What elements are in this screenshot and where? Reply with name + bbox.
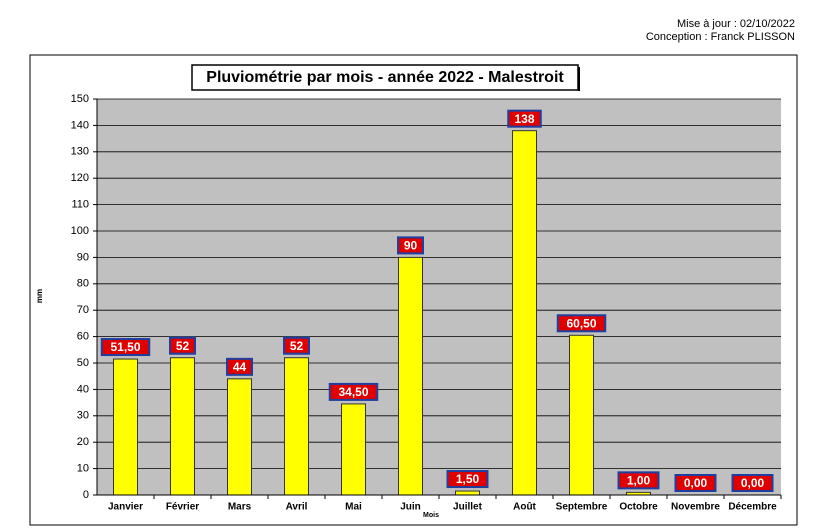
- y-tick-label: 20: [77, 436, 89, 448]
- data-label: 1,00: [627, 474, 651, 488]
- x-tick-label: Mars: [228, 502, 252, 513]
- y-tick-label: 130: [71, 146, 89, 158]
- data-label-box: [169, 336, 196, 355]
- bar: [227, 378, 252, 496]
- bar: [398, 256, 423, 496]
- y-tick-label: 100: [71, 225, 89, 237]
- x-tick-label: Janvier: [108, 502, 143, 513]
- y-tick-label: 150: [71, 93, 89, 105]
- y-tick-label: 30: [77, 410, 89, 422]
- y-tick-label: 140: [71, 119, 89, 131]
- bar: [341, 403, 366, 496]
- x-tick-label: Décembre: [728, 502, 777, 513]
- data-label: 51,50: [110, 340, 140, 354]
- data-label: 1,50: [456, 472, 480, 486]
- data-label-box: [446, 470, 489, 489]
- y-tick-label: 60: [77, 331, 89, 343]
- y-tick-label: 50: [77, 357, 89, 369]
- x-tick-label: Juillet: [453, 502, 483, 513]
- data-label-box: [283, 336, 310, 355]
- data-label: 52: [176, 339, 190, 353]
- bar: [170, 357, 195, 496]
- data-label-box: [617, 471, 660, 490]
- data-label: 60,50: [566, 316, 596, 330]
- bar: [113, 358, 138, 496]
- y-tick-label: 70: [77, 304, 89, 316]
- data-label-box: [731, 474, 774, 492]
- author: Conception : Franck PLISSON: [645, 31, 795, 43]
- bar: [569, 334, 594, 496]
- data-label: 90: [404, 239, 418, 253]
- bar: [284, 357, 309, 496]
- data-label-box: [556, 314, 607, 333]
- bar: [512, 130, 537, 496]
- data-label-box: [100, 338, 151, 357]
- x-tick-label: Novembre: [671, 502, 720, 513]
- x-tick-label: Août: [513, 502, 536, 513]
- plot-area: [97, 99, 781, 495]
- header: Mise à jour : 02/10/2022 Conception : Fr…: [560, 18, 795, 44]
- y-axis-label: mm: [35, 289, 44, 303]
- x-tick-label: Octobre: [619, 502, 658, 513]
- x-tick-label: Avril: [286, 502, 308, 513]
- data-label: 44: [233, 360, 247, 374]
- y-tick-label: 90: [77, 251, 89, 263]
- y-tick-label: 120: [71, 172, 89, 184]
- y-tick-label: 40: [77, 383, 89, 395]
- data-label-box: [397, 236, 424, 255]
- data-label: 138: [514, 112, 534, 126]
- data-label-box: [328, 382, 379, 401]
- y-tick-label: 10: [77, 463, 89, 475]
- y-tick-label: 110: [71, 199, 89, 211]
- chart-title: Pluviométrie par mois - année 2022 - Mal…: [206, 69, 564, 86]
- x-tick-label: Septembre: [556, 502, 608, 513]
- x-axis-label: Mois: [423, 512, 439, 519]
- data-label-box: [226, 357, 253, 376]
- data-label: 0,00: [684, 476, 708, 490]
- y-tick-label: 80: [77, 278, 89, 290]
- x-tick-label: Mai: [345, 502, 362, 513]
- data-label-box: [507, 109, 542, 128]
- x-tick-label: Juin: [400, 502, 421, 513]
- bar: [455, 490, 480, 496]
- data-label: 52: [290, 339, 304, 353]
- data-label: 0,00: [741, 476, 765, 490]
- y-tick-label: 0: [83, 489, 89, 501]
- data-label: 34,50: [338, 385, 368, 399]
- update-date: Mise à jour : 02/10/2022: [676, 18, 795, 30]
- data-label-box: [674, 474, 717, 492]
- x-tick-label: Février: [166, 502, 199, 513]
